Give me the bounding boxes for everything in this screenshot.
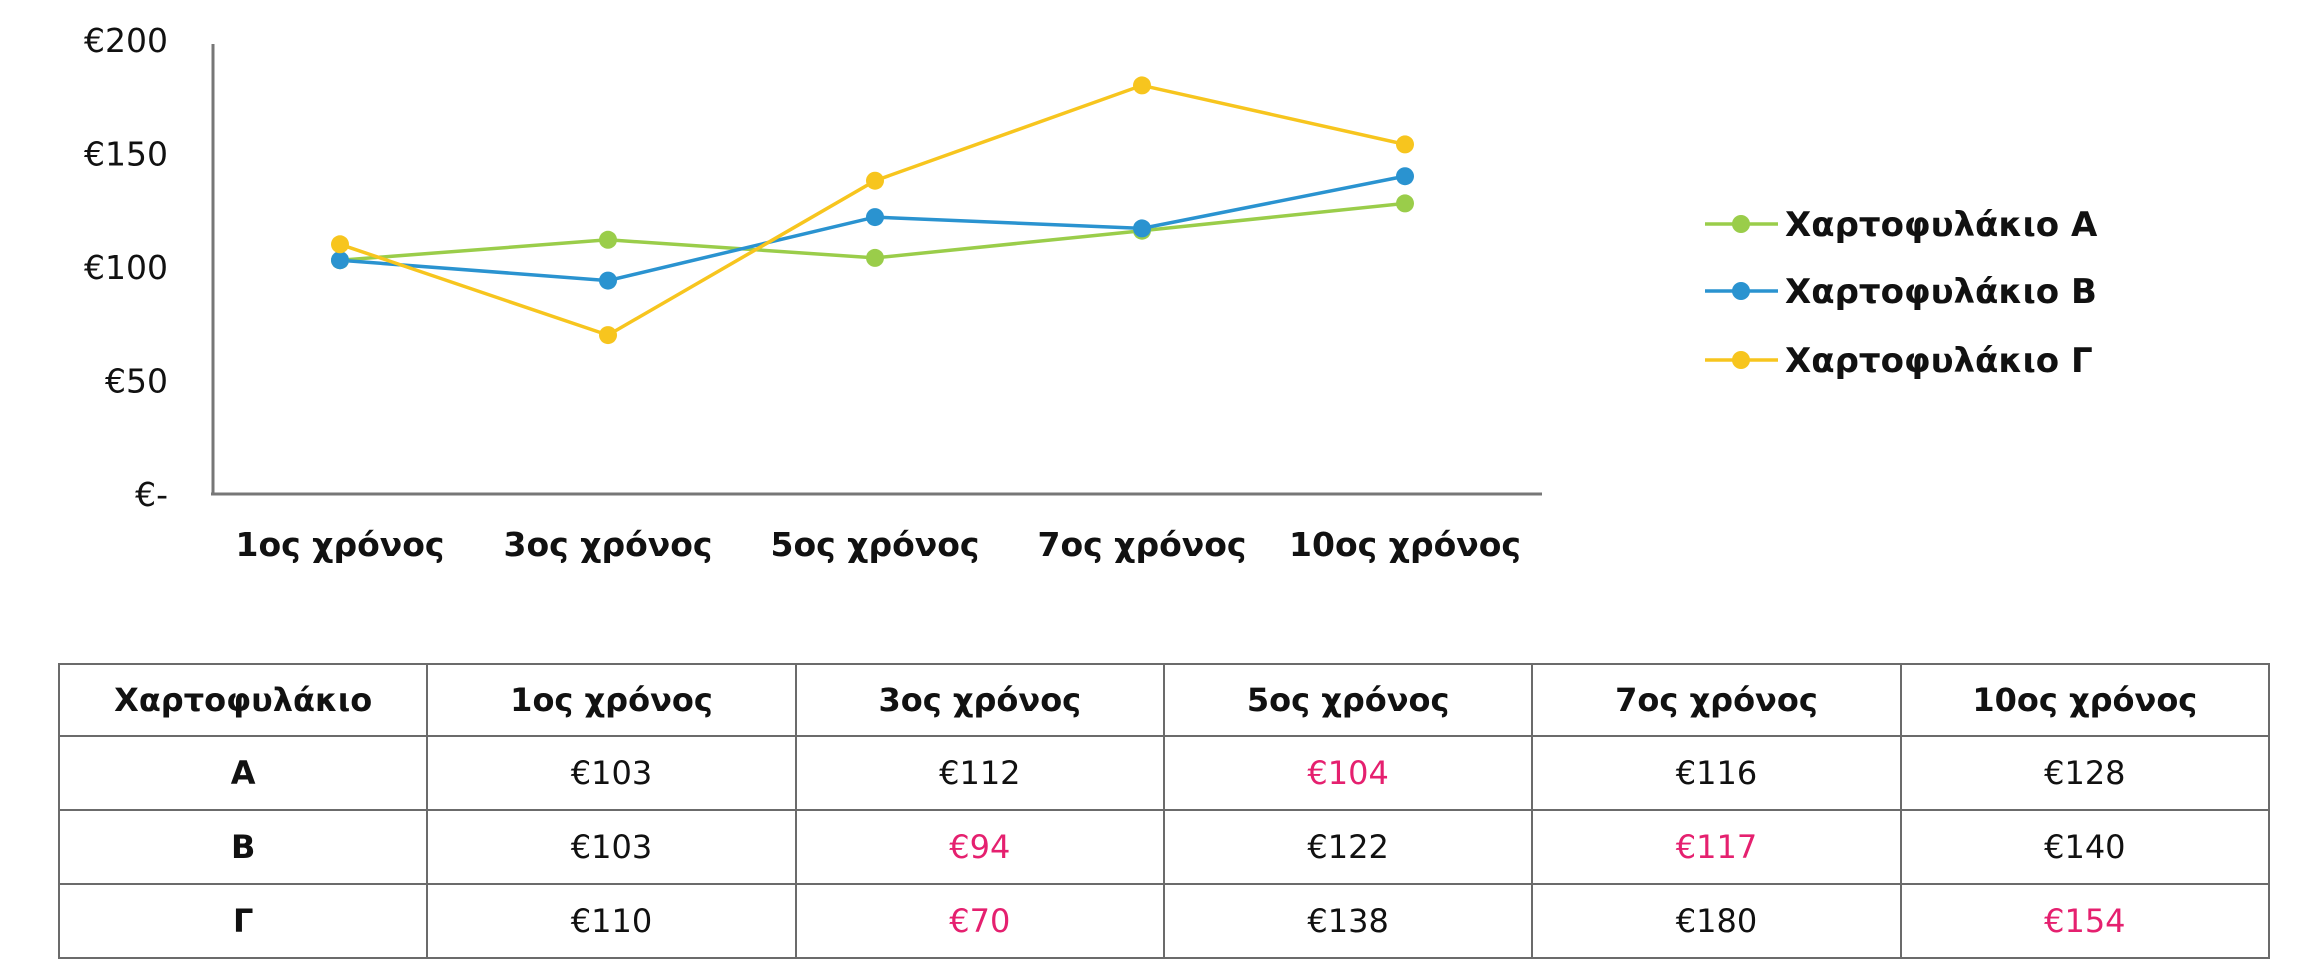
series-lines	[331, 76, 1414, 345]
x-tick-label: 7ος χρόνος	[1038, 525, 1247, 564]
data-point	[1396, 135, 1414, 154]
x-tick-label: 1ος χρόνος	[236, 525, 445, 564]
table-cell: €110	[426, 883, 797, 959]
row-label: A	[57, 735, 429, 811]
data-point	[866, 248, 884, 267]
row-label: Γ	[57, 883, 429, 959]
table-cell: €103	[426, 735, 797, 811]
y-tick-label: €-	[135, 475, 168, 514]
line-chart: €- €50 €100 €150 €200 1ος χρόνος 3ος χρόνος 5ο…	[84, 21, 2098, 564]
data-point	[1396, 194, 1414, 213]
data-point	[866, 171, 884, 190]
table-cell: €70	[794, 883, 1165, 959]
data-point	[866, 208, 884, 227]
row-label: B	[57, 809, 429, 885]
table-cell: €138	[1162, 883, 1534, 959]
x-tick-label: 3ος χρόνος	[504, 525, 713, 564]
x-tick-label: 10ος χρόνος	[1289, 525, 1521, 564]
legend-label: Χαρτοφυλάκιο B	[1785, 272, 2097, 312]
table-cell: €180	[1531, 883, 1902, 959]
data-point	[331, 235, 349, 254]
table-row: Γ €110 €70 €138 €180 €154	[57, 883, 2271, 959]
legend-label: Χαρτοφυλάκιο A	[1785, 205, 2098, 245]
table-cell: €122	[1162, 809, 1534, 885]
table-header-cell: 1ος χρόνος	[426, 663, 797, 737]
table-row: B €103 €94 €122 €117 €140	[57, 809, 2271, 885]
table-header-row: Χαρτοφυλάκιο 1ος χρόνος 3ος χρόνος 5ος χ…	[57, 663, 2271, 737]
data-point	[331, 251, 349, 270]
table-header-cell: 10ος χρόνος	[1899, 663, 2271, 737]
data-point	[1133, 76, 1151, 95]
legend: Χαρτοφυλάκιο A Χαρτοφυλάκιο B Χαρτοφυλάκιο…	[1705, 205, 2098, 381]
data-point	[1133, 219, 1151, 238]
x-axis-ticks: 1ος χρόνος 3ος χρόνος 5ος χρόνος 7ος χρόνος…	[236, 525, 1521, 564]
table-header-cell: 3ος χρόνος	[794, 663, 1165, 737]
y-tick-label: €150	[84, 135, 168, 174]
y-tick-label: €50	[105, 362, 168, 401]
table-cell: €140	[1899, 809, 2271, 885]
y-tick-label: €100	[84, 248, 168, 287]
table-cell: €94	[794, 809, 1165, 885]
table-cell: €154	[1899, 883, 2271, 959]
data-point	[599, 326, 617, 345]
legend-marker	[1732, 351, 1750, 369]
legend-marker	[1732, 215, 1750, 233]
data-point	[599, 271, 617, 290]
legend-label: Χαρτοφυλάκιο Γ	[1785, 341, 2093, 381]
data-point	[1396, 167, 1414, 186]
data-point	[599, 230, 617, 249]
table-cell: €117	[1531, 809, 1902, 885]
table-row: A €103 €112 €104 €116 €128	[57, 735, 2271, 811]
legend-marker	[1732, 282, 1750, 300]
y-axis-ticks: €- €50 €100 €150 €200	[84, 21, 168, 514]
table-cell: €103	[426, 809, 797, 885]
data-table: Χαρτοφυλάκιο 1ος χρόνος 3ος χρόνος 5ος χ…	[57, 663, 2271, 959]
table-header-cell: 7ος χρόνος	[1531, 663, 1902, 737]
y-tick-label: €200	[84, 21, 168, 60]
table-header-cell: 5ος χρόνος	[1162, 663, 1534, 737]
table-cell: €128	[1899, 735, 2271, 811]
table-cell: €116	[1531, 735, 1902, 811]
table-cell: €112	[794, 735, 1165, 811]
table-header-cell: Χαρτοφυλάκιο	[57, 663, 429, 737]
table-cell: €104	[1162, 735, 1534, 811]
x-tick-label: 5ος χρόνος	[771, 525, 980, 564]
